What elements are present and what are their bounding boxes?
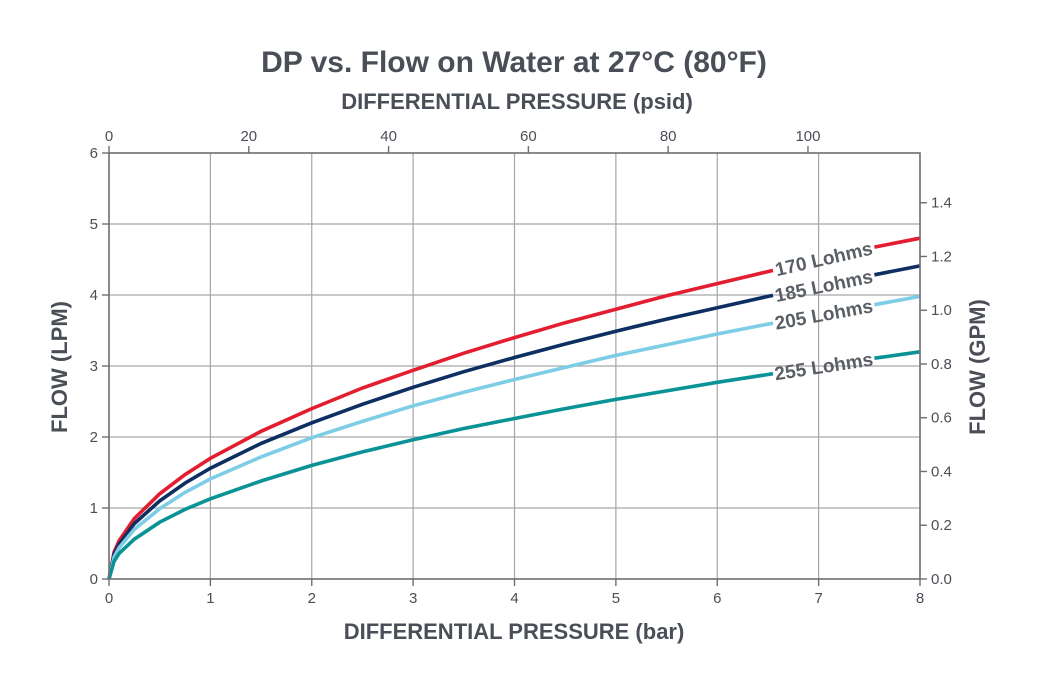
y2-tick-label: 1.0 [931,302,952,319]
y-tick-label: 0 [90,571,98,588]
series-line-255-lohms [874,350,921,360]
series-line-205-lohms [107,321,774,580]
y2-tick-label: 0.0 [931,571,952,588]
series-lines [107,236,921,580]
y2-tick-label: 0.2 [931,517,952,534]
x-tick-label: 1 [206,590,214,607]
x-tick-label: 7 [814,590,822,607]
y2-tick-label: 0.4 [931,463,952,480]
series-line-185-lohms [874,264,921,277]
chart-title: DP vs. Flow on Water at 27°C (80°F) [261,46,767,79]
x-tick-label: 4 [510,590,518,607]
x-tick-label: 8 [916,590,924,607]
y2-tick-label: 0.8 [931,356,952,373]
x-tick-label: 5 [612,590,620,607]
y-tick-label: 4 [90,287,98,304]
grid-layer [109,153,920,579]
x-tick-label: 3 [409,590,417,607]
x2-tick-label: 80 [660,128,677,145]
series-label-255-lohms: 255 Lohms [773,350,874,386]
left-y-axis-title: FLOW (LPM) [47,301,72,433]
y2-tick-label: 1.2 [931,248,952,265]
x2-tick-label: 0 [105,128,113,145]
y-tick-label: 2 [90,429,98,446]
y2-tick-label: 1.4 [931,195,952,212]
x2-tick-label: 60 [520,128,537,145]
top-x-axis-title: DIFFERENTIAL PRESSURE (psid) [341,89,693,114]
x2-tick-label: 40 [380,128,397,145]
x-tick-label: 2 [308,590,316,607]
y-tick-label: 6 [90,145,98,162]
y-tick-label: 5 [90,216,98,233]
y-tick-label: 3 [90,358,98,375]
series-line-205-lohms [874,294,921,307]
y-tick-label: 1 [90,500,98,517]
x-tick-label: 0 [105,590,113,607]
x2-tick-label: 20 [240,128,257,145]
y2-tick-label: 0.6 [931,410,952,427]
bottom-x-axis-title: DIFFERENTIAL PRESSURE (bar) [344,619,685,644]
series-line-170-lohms [874,236,921,249]
x2-tick-label: 100 [795,128,820,145]
series-line-170-lohms [107,268,774,580]
series-line-255-lohms [107,371,774,580]
right-y-axis-title: FLOW (GPM) [965,299,990,435]
series-line-185-lohms [107,293,774,580]
x-tick-label: 6 [713,590,721,607]
